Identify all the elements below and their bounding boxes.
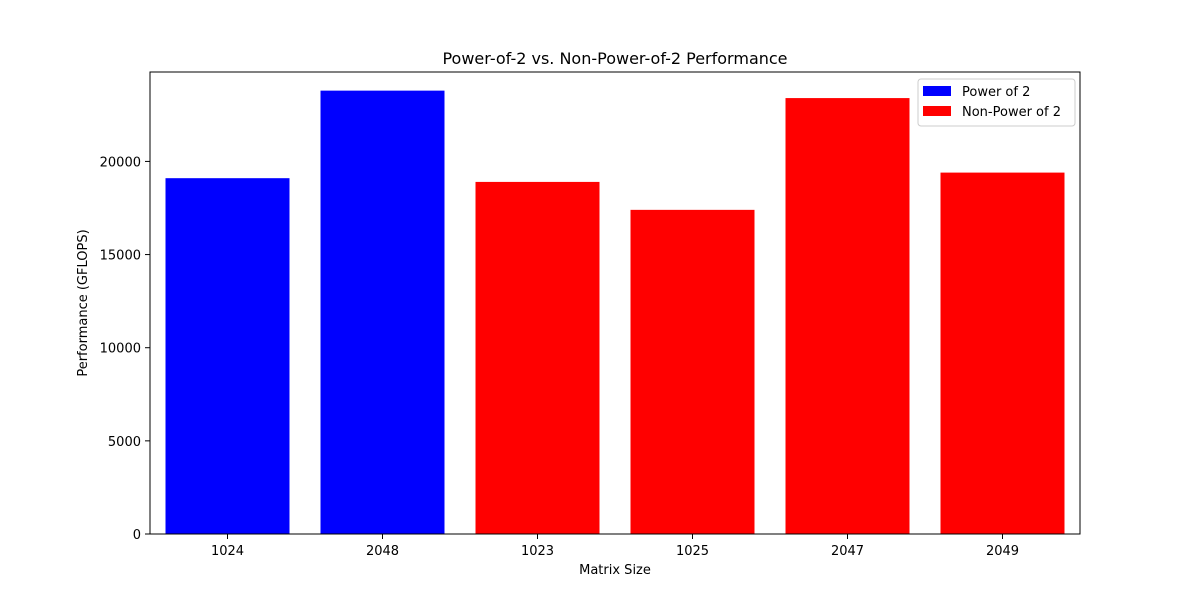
- bar-1025: [630, 209, 755, 534]
- x-tick-label-2047: 2047: [831, 544, 864, 559]
- legend-box: [917, 78, 1076, 127]
- legend-label-non-power-of-2: Non-Power of 2: [962, 105, 1061, 120]
- legend-swatch-non-power-of-2: [923, 106, 951, 116]
- y-tick-label-20000: 20000: [100, 155, 141, 170]
- x-axis-ticks: 1024 2048 1023 1025 2047 2049: [211, 534, 1019, 559]
- bar-1024: [165, 178, 290, 534]
- bar-2047: [785, 98, 910, 535]
- x-axis-label: Matrix Size: [579, 563, 651, 578]
- x-tick-label-1024: 1024: [211, 544, 244, 559]
- y-tick-label-15000: 15000: [100, 249, 141, 264]
- x-tick-label-2048: 2048: [366, 544, 399, 559]
- x-tick-label-2049: 2049: [986, 544, 1019, 559]
- y-axis-ticks: 0 5000 10000 15000 20000: [100, 155, 150, 543]
- bar-2049: [940, 172, 1065, 534]
- bar-1023: [475, 181, 600, 534]
- y-tick-label-10000: 10000: [100, 342, 141, 357]
- y-tick-label-0: 0: [133, 528, 141, 543]
- plot-frame: [149, 71, 1081, 535]
- chart-title: Power-of-2 vs. Non-Power-of-2 Performanc…: [442, 49, 787, 68]
- y-axis-label: Performance (GFLOPS): [76, 229, 91, 376]
- x-tick-label-1023: 1023: [521, 544, 554, 559]
- bars-group: [165, 90, 1065, 535]
- bar-2048: [320, 90, 445, 535]
- legend-label-power-of-2: Power of 2: [962, 85, 1030, 100]
- x-tick-label-1025: 1025: [676, 544, 709, 559]
- legend-swatch-power-of-2: [923, 86, 951, 96]
- y-tick-label-5000: 5000: [108, 435, 141, 450]
- legend: Power of 2 Non-Power of 2: [917, 78, 1076, 127]
